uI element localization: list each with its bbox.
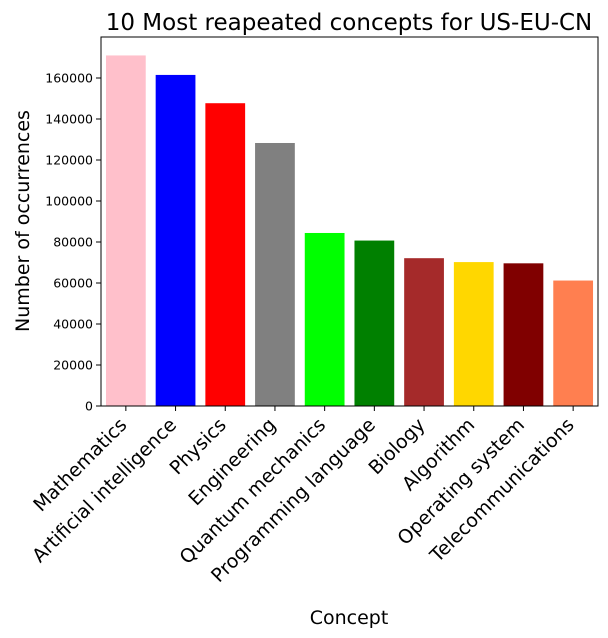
plot-area: 0 20000 40000 60000 80000 100000 120000 140000 1…: [28, 36, 599, 587]
bar: [205, 103, 246, 407]
plot-frame: [100, 36, 599, 407]
y-tick-label: 0: [85, 399, 93, 414]
bar: [503, 263, 544, 406]
bar: [354, 240, 395, 406]
bar: [155, 74, 196, 407]
y-tick-label: 160000: [45, 71, 93, 86]
y-tick-label: 60000: [53, 276, 93, 291]
x-axis-label: Concept: [310, 607, 389, 629]
y-axis-label: Number of occurrences: [12, 110, 34, 332]
y-tick-label: 140000: [45, 112, 93, 127]
bar: [255, 142, 295, 407]
y-tick-label: 120000: [45, 153, 93, 168]
bar: [304, 232, 345, 406]
bar: [553, 280, 594, 406]
chart-title: 10 Most reapeated concepts for US-EU-CN: [106, 10, 593, 36]
y-tick-label: 100000: [45, 194, 93, 209]
y-tick-label: 40000: [53, 317, 93, 332]
bar: [453, 262, 494, 406]
y-tick-label: 80000: [53, 235, 93, 250]
y-tick-label: 20000: [53, 358, 93, 373]
bar: [105, 55, 146, 406]
bar: [404, 258, 444, 406]
